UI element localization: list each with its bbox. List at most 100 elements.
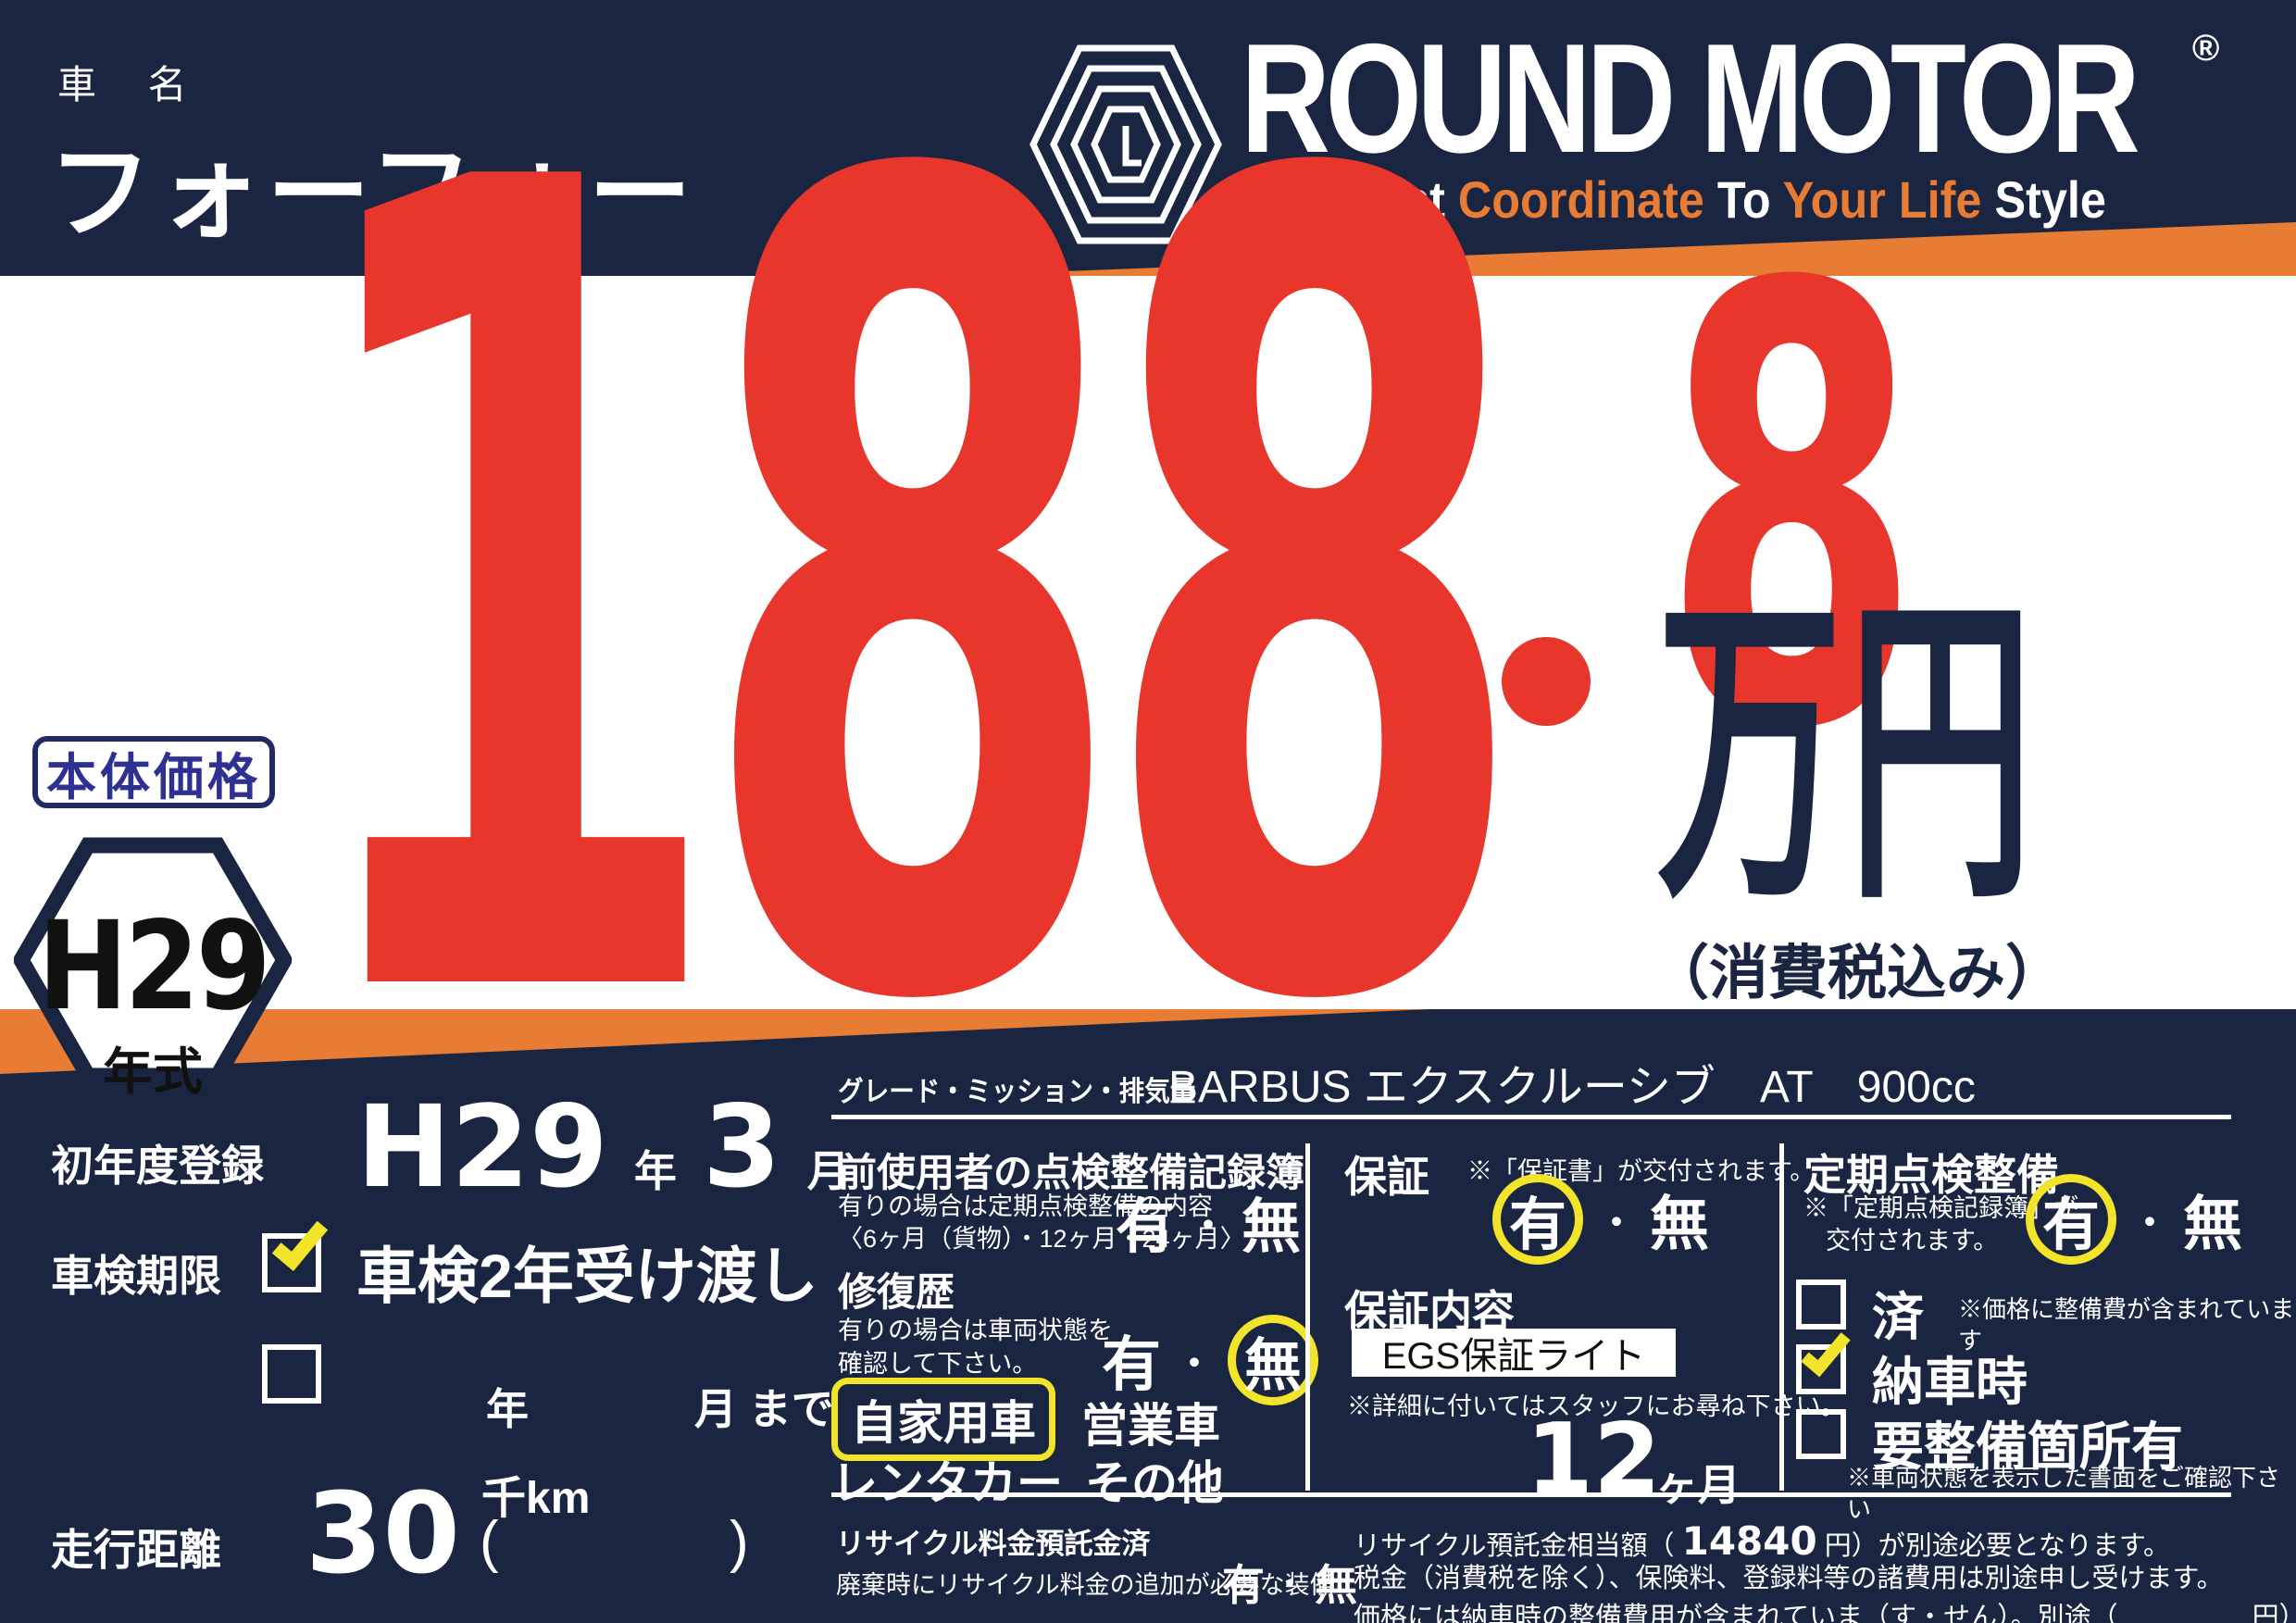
recycle-equip-note: 廃棄時にリサイクル料金の追加が必要な装備 bbox=[836, 1571, 1335, 1599]
periodic-ari-circle: 有 bbox=[2026, 1174, 2116, 1265]
base-price-badge-label: 本体価格 bbox=[46, 749, 261, 805]
repair-note2: 確認して下さい。 bbox=[838, 1350, 1038, 1378]
warranty-detail-note: ※詳細に付いてはスタッフにお尋ね下さい。 bbox=[1347, 1392, 1846, 1420]
recycle-sep: ・ bbox=[1276, 1570, 1304, 1601]
warranty-months: 12 bbox=[1526, 1403, 1662, 1516]
recycle-amount-value: 14840 bbox=[1681, 1518, 1817, 1564]
periodic-needs-checkbox bbox=[1796, 1409, 1846, 1459]
record-nashi: 無 bbox=[1242, 1193, 1301, 1260]
first-reg-month: 3 bbox=[702, 1081, 781, 1213]
details-panel: グレード・ミッション・排気量 BARBUS エクスクルーシブ AT 900cc … bbox=[0, 1009, 2296, 1623]
price-main-digits: 188 bbox=[294, 0, 1531, 1244]
warranty-ari-circle: 有 bbox=[1492, 1174, 1583, 1265]
model-year-value: H29 bbox=[37, 895, 271, 1038]
periodic-ari-nashi: 有 ・ 無 bbox=[2026, 1174, 2242, 1265]
first-registration-label: 初年度登録 bbox=[51, 1142, 264, 1190]
periodic-needs-label: 要整備箇所有 bbox=[1872, 1417, 2183, 1476]
periodic-delivery-label: 納車時 bbox=[1872, 1353, 2028, 1411]
car-name-label: 車 名 bbox=[57, 63, 207, 106]
recycle-ari-nashi: 有 ・ 無 bbox=[1222, 1552, 1357, 1613]
header-band: 車 名 フォーフォー ROUND MOTOR ® The Best Coordi… bbox=[0, 0, 2296, 276]
recycle-deposited-label: リサイクル料金預託金済 bbox=[836, 1528, 1151, 1560]
check-icon bbox=[271, 1212, 329, 1271]
periodic-ari: 有 bbox=[2041, 1193, 2100, 1257]
inspection-deadline-label: 車検期限 bbox=[51, 1252, 221, 1300]
inspection-year-unit: 年 bbox=[486, 1385, 529, 1433]
warranty-content-label: 保証内容 bbox=[1344, 1287, 1515, 1335]
footer-divider-line bbox=[831, 1492, 2231, 1497]
mileage-paren-open: ( bbox=[480, 1510, 499, 1574]
record-sep: ・ bbox=[1190, 1205, 1227, 1246]
maintenance-cost-note: 価格には納車時の整備費用が含まれていま（す・せん）。別途（ 円）申し受けます。 bbox=[1354, 1603, 2296, 1623]
warranty-nashi: 無 bbox=[1650, 1191, 1709, 1257]
record-note2: 〈6ヶ月（貨物）・12ヶ月・24ヶ月〉 bbox=[838, 1225, 1245, 1253]
tax-included-note: （消費税込み） bbox=[1650, 940, 2065, 1006]
first-registration-value: H29 年 3 月 bbox=[356, 1081, 850, 1213]
first-reg-month-unit: 月 bbox=[806, 1147, 850, 1195]
hexagon-shape bbox=[12, 837, 293, 1084]
inspection-2year-checkbox bbox=[262, 1212, 329, 1292]
periodic-delivery-checkbox bbox=[1796, 1324, 1851, 1394]
check-icon bbox=[1801, 1324, 1851, 1378]
registered-mark: ® bbox=[2191, 28, 2220, 69]
recycle-ari: 有 bbox=[1222, 1561, 1265, 1609]
record-note1: 有りの場合は定期点検整備の内容 bbox=[838, 1192, 1213, 1220]
warranty-content-value: EGS保証ライト bbox=[1381, 1336, 1646, 1377]
price-unit: 万円 bbox=[1657, 573, 2040, 935]
usage-private-highlight: 自家用車 bbox=[831, 1378, 1055, 1461]
warranty-title: 保証 bbox=[1344, 1153, 1429, 1201]
warranty-months-unit: ヶ月 bbox=[1655, 1461, 1741, 1509]
repair-nashi-circle: 無 bbox=[1228, 1315, 1318, 1405]
repair-ari-nashi: 有 ・ 無 bbox=[1102, 1315, 1318, 1405]
usage-other: その他 bbox=[1085, 1457, 1224, 1509]
periodic-title: 定期点検整備 bbox=[1803, 1151, 2059, 1199]
brand-tagline: The Best Coordinate To Your Life Style bbox=[1248, 170, 2106, 229]
brand-logo-row: ROUND MOTOR ® bbox=[1241, 20, 2219, 176]
tax-fees-note: 税金（消費税を除く）、保険料、登録料等の諸費用は別途申し受けます。 bbox=[1354, 1564, 2224, 1593]
repair-history-title: 修復歴 bbox=[838, 1270, 955, 1314]
periodic-sep: ・ bbox=[2131, 1203, 2168, 1243]
previous-user-record-title: 前使用者の点検整備記録簿 bbox=[838, 1151, 1305, 1194]
periodic-done-label: 済 bbox=[1872, 1288, 1924, 1346]
repair-ari: 有 bbox=[1102, 1331, 1161, 1398]
periodic-done-note: ※価格に整備費が含まれています bbox=[1958, 1295, 2295, 1355]
header-orange-wedge bbox=[949, 222, 2296, 276]
first-reg-year: H29 bbox=[356, 1081, 608, 1213]
record-ari-nashi: 有 ・ 無 bbox=[1116, 1180, 1301, 1265]
model-year-label: 年式 bbox=[103, 1044, 203, 1100]
mileage-value: 30 bbox=[306, 1470, 460, 1599]
periodic-done-checkbox bbox=[1796, 1280, 1846, 1330]
warranty-sep: ・ bbox=[1598, 1203, 1635, 1243]
mileage-unit: 千km bbox=[481, 1474, 591, 1523]
inspection-month-unit: 月 まで bbox=[694, 1385, 834, 1433]
brand-name: ROUND MOTOR bbox=[1241, 11, 2140, 185]
grade-mission-displacement-value: BARBUS エクスクルーシブ AT 900cc bbox=[1168, 1063, 1976, 1112]
first-reg-year-unit: 年 bbox=[633, 1147, 677, 1195]
round-motor-hexagon-logo-icon bbox=[1029, 44, 1222, 244]
record-ari: 有 bbox=[1116, 1193, 1175, 1260]
mileage-label: 走行距離 bbox=[51, 1526, 221, 1574]
recycle-nashi: 無 bbox=[1315, 1561, 1357, 1609]
inspection-2year-label: 車検2年受け渡し bbox=[356, 1242, 818, 1310]
warranty-ari: 有 bbox=[1508, 1193, 1566, 1257]
mileage-paren-close: ) bbox=[730, 1510, 749, 1574]
usage-business: 営業車 bbox=[1081, 1400, 1220, 1452]
warranty-ari-nashi: 有 ・ 無 bbox=[1492, 1174, 1709, 1265]
base-price-badge: 本体価格 bbox=[32, 736, 275, 808]
recycle-amount-line: リサイクル預託金相当額（ 14840 円）が別途必要となります。 bbox=[1354, 1518, 2171, 1564]
panel-orange-wedge bbox=[0, 1009, 1430, 1074]
usage-private: 自家用車 bbox=[851, 1397, 1036, 1449]
periodic-nashi: 無 bbox=[2183, 1191, 2242, 1257]
car-name: フォーフォー bbox=[48, 135, 698, 251]
repair-note1: 有りの場合は車両状態を bbox=[838, 1317, 1113, 1344]
repair-sep: ・ bbox=[1176, 1343, 1213, 1384]
column-divider-2 bbox=[1779, 1143, 1784, 1491]
repair-nashi: 無 bbox=[1243, 1334, 1302, 1398]
warranty-content-field: EGS保証ライト bbox=[1352, 1329, 1676, 1377]
grade-underline bbox=[831, 1115, 2231, 1119]
model-year-hexagon-badge: H29 年式 bbox=[12, 829, 293, 1100]
periodic-needs-note: ※車両状態を表示した書面をご確認下さい bbox=[1847, 1464, 2281, 1523]
inspection-date-checkbox bbox=[262, 1344, 321, 1404]
price-decimal-digit: 8 bbox=[1662, 161, 1922, 861]
